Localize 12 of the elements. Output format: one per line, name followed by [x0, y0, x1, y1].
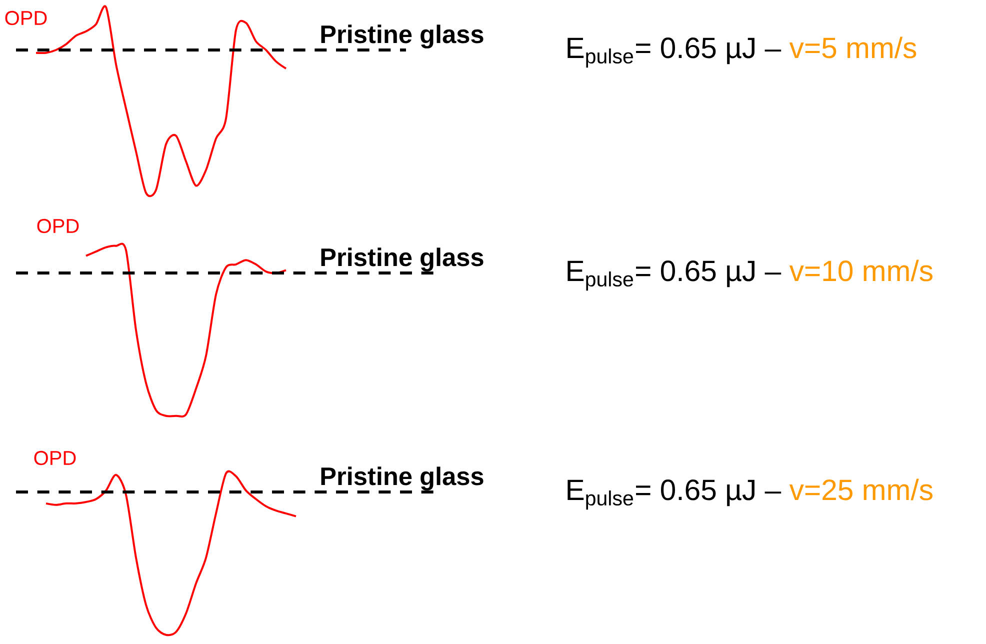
text: E$_{pulse}$= 0.65 µJ – — [568, 480, 782, 510]
ref-line-label: Pristine glass — [321, 24, 484, 48]
ref-line-label: Pristine glass — [321, 466, 484, 490]
text: v=10 mm/s — [789, 260, 932, 282]
y-axis-title: OPD — [37, 218, 79, 234]
text: E$_{pulse}$= 0.65 µJ – — [568, 38, 782, 68]
text: v=5 mm/s — [789, 36, 916, 58]
text: E$_{pulse}$= 0.65 µJ – — [568, 260, 782, 291]
ref-line-label: Pristine glass — [321, 248, 484, 272]
y-axis-title: OPD — [5, 10, 47, 26]
text: v=25 mm/s — [789, 478, 932, 500]
y-axis-title: OPD — [34, 450, 76, 466]
